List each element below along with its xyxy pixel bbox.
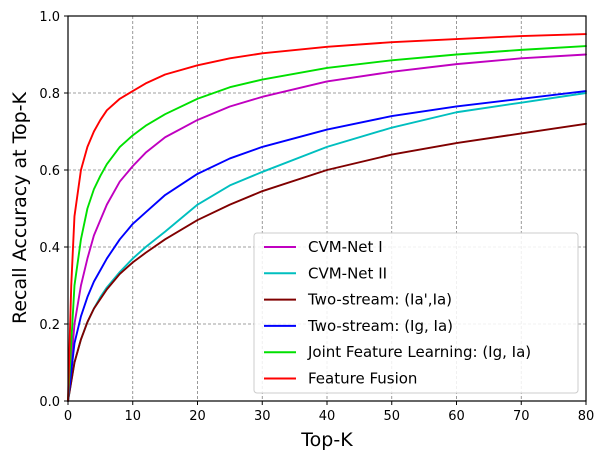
x-axis-title: Top-K [300, 429, 353, 451]
y-tick-label: 0.4 [39, 241, 60, 256]
series-line-two-stream-ia-ia [67, 122, 587, 402]
y-tick-label: 0.0 [39, 395, 60, 410]
legend-label: CVM-Net II [308, 264, 387, 282]
x-tick-label: 60 [448, 409, 465, 424]
y-tick-label: 0.2 [39, 318, 60, 333]
y-axis-title: Recall Accuracy at Top-K [9, 91, 31, 324]
axis-ticks: 0 10 20 30 40 50 60 70 80 0.0 0.2 0.4 0.6 0.8 1.0 [39, 10, 594, 424]
legend-box [253, 232, 579, 394]
legend-label: Feature Fusion [308, 370, 417, 388]
y-tick-label: 0.8 [39, 87, 60, 102]
x-tick-label: 80 [578, 409, 595, 424]
x-tick-label: 40 [319, 409, 336, 424]
y-tick-label: 1.0 [39, 10, 60, 25]
series-line-feature-fusion [67, 33, 587, 402]
x-tick-label: 70 [513, 409, 530, 424]
legend-label: Two-stream: (Ia',Ia) [307, 291, 452, 309]
y-tick-label: 0.6 [39, 164, 60, 179]
x-tick-label: 50 [383, 409, 400, 424]
series-line-cvm-net-i [67, 53, 587, 402]
legend-label: CVM-Net I [308, 238, 383, 256]
series-line-two-stream-ig-ia [67, 90, 587, 402]
x-tick-label: 30 [254, 409, 271, 424]
series-lines [67, 33, 587, 402]
x-tick-label: 0 [64, 409, 72, 424]
legend-label: Joint Feature Learning: (Ig, Ia) [307, 343, 531, 361]
legend: CVM-Net I CVM-Net II Two-stream: (Ia',Ia) T… [253, 232, 579, 394]
legend-label: Two-stream: (Ig, Ia) [307, 317, 453, 335]
x-tick-label: 20 [189, 409, 206, 424]
series-line-joint-feature-learning-ig-ia [67, 45, 587, 402]
x-tick-label: 10 [124, 409, 141, 424]
